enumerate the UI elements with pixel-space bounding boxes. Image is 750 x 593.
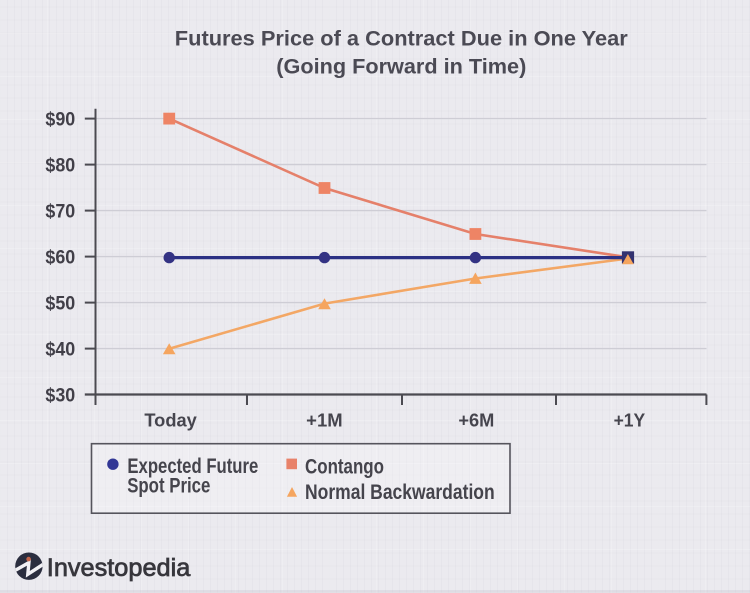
svg-text:$50: $50 xyxy=(45,294,75,315)
svg-text:(Going Forward in Time): (Going Forward in Time) xyxy=(276,56,526,79)
svg-text:Today: Today xyxy=(144,409,197,430)
svg-text:+6M: +6M xyxy=(458,409,494,430)
svg-text:Spot Price: Spot Price xyxy=(127,474,210,497)
svg-text:$60: $60 xyxy=(45,248,75,269)
svg-text:+1M: +1M xyxy=(306,409,342,430)
svg-text:Normal Backwardation: Normal Backwardation xyxy=(305,481,495,504)
svg-text:Contango: Contango xyxy=(305,456,384,479)
svg-text:$80: $80 xyxy=(45,156,75,177)
svg-text:+1Y: +1Y xyxy=(614,409,646,430)
svg-text:$70: $70 xyxy=(45,202,75,223)
svg-text:Expected Future: Expected Future xyxy=(127,455,258,478)
svg-text:$90: $90 xyxy=(45,110,75,131)
svg-text:Investopedia: Investopedia xyxy=(47,554,191,582)
svg-text:Futures Price of a Contract Du: Futures Price of a Contract Due in One Y… xyxy=(175,28,628,51)
svg-text:$30: $30 xyxy=(45,385,75,406)
svg-text:$40: $40 xyxy=(45,340,75,361)
